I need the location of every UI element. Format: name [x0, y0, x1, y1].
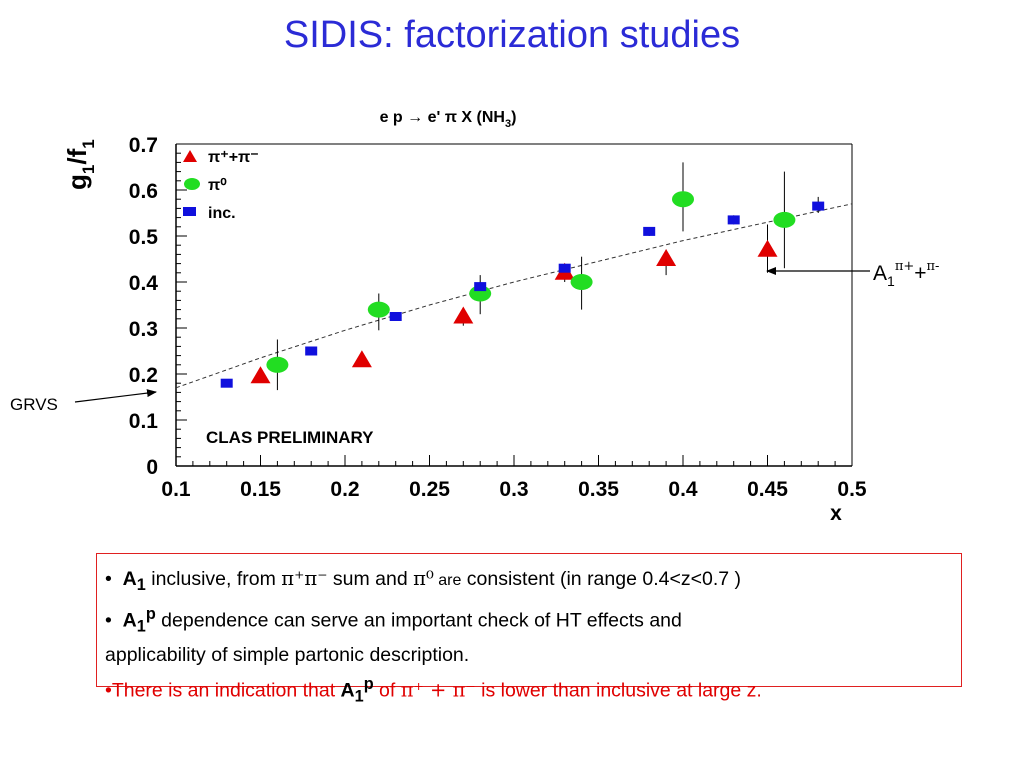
a1-pion-annotation-label: A1π++π- — [873, 259, 939, 289]
x-tick-label: 0.35 — [578, 478, 619, 501]
note-line-3: applicability of simple partonic descrip… — [105, 644, 470, 667]
legend-marker-inclusive — [183, 207, 196, 216]
data-point-pi-plus-minus — [656, 249, 677, 266]
y-tick-label: 0 — [146, 456, 158, 479]
note-line-2: • A1p dependence can serve an important … — [105, 604, 682, 636]
data-point-pi-zero — [570, 274, 593, 290]
chart-title: e p → e' π X (NH3) — [380, 109, 517, 130]
data-point-inclusive — [305, 346, 318, 356]
x-tick-label: 0.2 — [330, 478, 359, 501]
y-tick-label: 0.6 — [129, 180, 158, 203]
points-layer — [220, 191, 825, 388]
y-tick-label: 0.7 — [129, 134, 158, 157]
data-point-inclusive — [389, 312, 402, 321]
note-line-4: •There is an indication that A1p of π⁺ +… — [105, 675, 762, 706]
legend-label-pi-zero: π⁰ — [208, 177, 227, 194]
y-tick-label: 0.1 — [129, 410, 159, 433]
legend-label-inclusive: inc. — [208, 205, 236, 222]
errorbar-layer — [276, 162, 819, 391]
data-point-pi-plus-minus — [757, 239, 778, 257]
x-tick-label: 0.15 — [240, 478, 281, 501]
legend-marker-pi-zero — [184, 178, 200, 190]
data-point-inclusive — [812, 201, 825, 211]
grvs-arrow — [74, 389, 157, 403]
grvs-annotation-label: GRVS — [10, 395, 58, 414]
data-point-inclusive — [727, 215, 740, 225]
slide-title: SIDIS: factorization studies — [283, 14, 741, 56]
legend-label-pi-plus-minus: π⁺+π⁻ — [208, 149, 259, 166]
x-tick-label: 0.4 — [668, 478, 698, 501]
data-point-pi-plus-minus — [250, 366, 271, 384]
x-tick-label: 0.45 — [747, 478, 788, 501]
data-point-pi-zero — [367, 301, 390, 318]
data-point-pi-zero — [266, 356, 289, 373]
y-tick-label: 0.5 — [129, 226, 159, 249]
x-tick-label: 0.1 — [161, 478, 191, 501]
legend-marker-pi-plus-minus — [183, 150, 197, 162]
data-point-inclusive — [220, 378, 233, 388]
data-point-pi-zero — [773, 211, 796, 228]
y-axis-label: g1/f1 — [62, 139, 98, 190]
y-tick-label: 0.3 — [129, 318, 158, 341]
y-tick-label: 0.2 — [129, 364, 158, 387]
clas-preliminary-label: CLAS PRELIMINARY — [206, 428, 374, 447]
data-point-pi-plus-minus — [351, 350, 372, 368]
grvs-curve — [175, 203, 853, 389]
x-tick-label: 0.25 — [409, 478, 450, 501]
x-tick-label: 0.3 — [499, 478, 528, 501]
notes-box: • A1 inclusive, from π⁺π⁻ sum and π⁰ are… — [96, 553, 962, 706]
data-point-pi-zero — [672, 191, 694, 208]
ticks-layer: 0.1 0.15 0.2 0.25 0.3 0.35 0.4 0.45 0.500.10.20.… — [129, 134, 867, 501]
data-point-inclusive — [558, 263, 571, 273]
legend: π⁺+π⁻ π⁰ inc. — [183, 149, 259, 222]
grvs-curve-layer — [175, 203, 853, 389]
y-tick-label: 0.4 — [129, 272, 159, 295]
x-axis-label: x — [830, 502, 842, 525]
note-line-1: • A1 inclusive, from π⁺π⁻ sum and π⁰ are… — [105, 567, 742, 594]
data-point-inclusive — [474, 282, 487, 292]
x-tick-label: 0.5 — [837, 478, 867, 501]
data-point-inclusive — [643, 226, 656, 236]
data-point-pi-plus-minus — [453, 306, 474, 324]
